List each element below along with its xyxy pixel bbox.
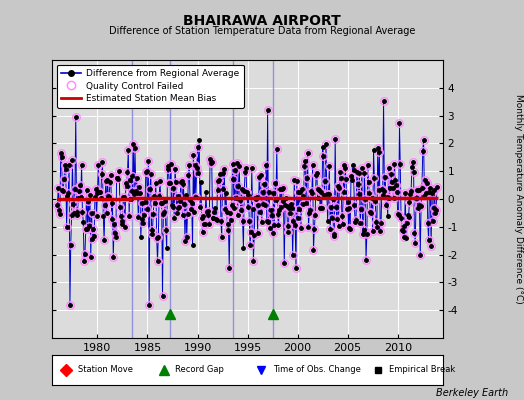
Text: Station Move: Station Move	[78, 365, 133, 374]
Text: Berkeley Earth: Berkeley Earth	[436, 388, 508, 398]
Text: BHAIRAWA AIRPORT: BHAIRAWA AIRPORT	[183, 14, 341, 28]
Text: Difference of Station Temperature Data from Regional Average: Difference of Station Temperature Data f…	[109, 26, 415, 36]
Y-axis label: Monthly Temperature Anomaly Difference (°C): Monthly Temperature Anomaly Difference (…	[514, 94, 522, 304]
Text: Record Gap: Record Gap	[176, 365, 224, 374]
Text: Empirical Break: Empirical Break	[389, 365, 455, 374]
Text: Time of Obs. Change: Time of Obs. Change	[273, 365, 361, 374]
Legend: Difference from Regional Average, Quality Control Failed, Estimated Station Mean: Difference from Regional Average, Qualit…	[57, 64, 244, 108]
